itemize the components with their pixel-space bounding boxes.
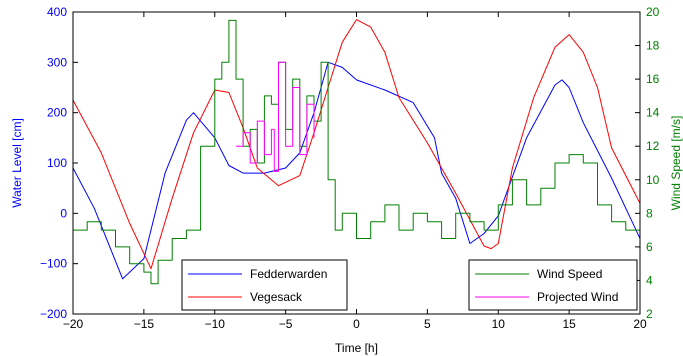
y-right-tick-label: 20 xyxy=(646,5,660,19)
series-line-fedderwarden xyxy=(72,61,641,280)
legend-right: Wind Speed Projected Wind xyxy=(468,259,638,311)
y-right-tick-label: 8 xyxy=(646,206,653,220)
x-axis-label: Time [h] xyxy=(335,341,378,355)
y-right-tick-label: 6 xyxy=(646,240,653,254)
x-tick-label: −20 xyxy=(63,317,84,331)
y-right-tick-label: 2 xyxy=(646,307,653,321)
series-line-vegesack xyxy=(72,19,641,270)
y-right-tick-label: 12 xyxy=(646,139,660,153)
y-left-tick-label: −100 xyxy=(40,257,67,271)
y-axis-right-label: Wind Speed [m/s] xyxy=(669,116,683,211)
x-tick-label: 5 xyxy=(424,317,431,331)
y-right-tick-label: 16 xyxy=(646,72,660,86)
y-axis-left-label: Water Level [cm] xyxy=(10,118,24,208)
y-left-tick-label: 200 xyxy=(47,106,67,120)
legend-label: Projected Wind xyxy=(537,290,618,304)
legend-label: Vegesack xyxy=(250,290,303,304)
y-right-tick-label: 18 xyxy=(646,39,660,53)
x-tick-label: 0 xyxy=(353,317,360,331)
x-tick-label: 15 xyxy=(562,317,576,331)
y-left-tick-label: 300 xyxy=(47,55,67,69)
y-left-tick-label: 100 xyxy=(47,156,67,170)
legend-box xyxy=(181,259,348,311)
legend-left: Fedderwarden Vegesack xyxy=(181,259,348,311)
y-right-tick-label: 4 xyxy=(646,273,653,287)
x-tick-label: −10 xyxy=(205,317,226,331)
legend-box xyxy=(468,259,638,311)
y-left-tick-label: −200 xyxy=(40,307,67,321)
series-line-projected-wind xyxy=(236,61,315,172)
x-tick-label: 10 xyxy=(492,317,506,331)
legend-label: Wind Speed xyxy=(537,267,602,281)
y-right-tick-label: 14 xyxy=(646,106,660,120)
x-tick-label: −5 xyxy=(279,317,293,331)
y-left-tick-label: 0 xyxy=(60,206,67,220)
axes-layer: −20 −15 −10 −5 0 5 10 15 20 −200 −100 0 100 200 300 400… xyxy=(40,5,660,331)
legend-label: Fedderwarden xyxy=(250,267,327,281)
y-right-tick-label: 10 xyxy=(646,173,660,187)
x-tick-label: −15 xyxy=(134,317,155,331)
series-layer xyxy=(72,19,641,285)
y-left-tick-label: 400 xyxy=(47,5,67,19)
x-tick-label: 20 xyxy=(633,317,647,331)
